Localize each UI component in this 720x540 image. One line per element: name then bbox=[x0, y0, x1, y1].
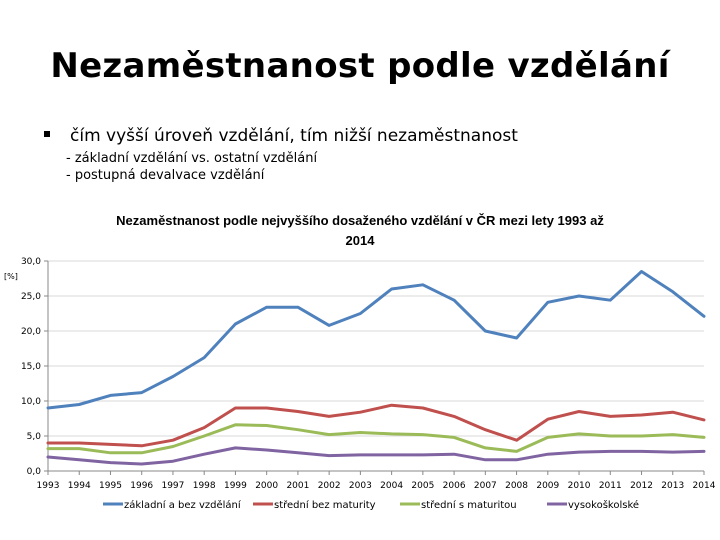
x-tick-label: 2004 bbox=[380, 481, 403, 491]
series-line-3 bbox=[46, 423, 706, 455]
x-tick-label: 2001 bbox=[286, 481, 309, 491]
sub-point-1: - základní vzdělání vs. ostatní vzdělání bbox=[66, 151, 318, 166]
x-tick-label: 2007 bbox=[474, 481, 497, 491]
x-tick-label: 1995 bbox=[99, 481, 122, 491]
x-tick-label: 2002 bbox=[318, 481, 341, 491]
y-axis-unit: [%] bbox=[4, 272, 18, 281]
bullet-marker bbox=[44, 131, 50, 137]
x-tick-label: 2006 bbox=[443, 481, 466, 491]
legend-label-2: střední bez maturity bbox=[274, 499, 376, 511]
y-tick-label: 15,0 bbox=[21, 362, 41, 372]
x-tick-label: 2009 bbox=[536, 481, 559, 491]
x-tick-label: 1997 bbox=[161, 481, 184, 491]
legend: základní a bez vzdělání střední bez matur… bbox=[103, 499, 639, 511]
x-tick-label: 1993 bbox=[37, 481, 60, 491]
x-tick-label: 1996 bbox=[130, 481, 153, 491]
legend-label-1: základní a bez vzdělání bbox=[124, 499, 242, 511]
series-line-4 bbox=[46, 446, 706, 466]
chart-title-line-2: 2014 bbox=[345, 233, 375, 248]
x-tick-label: 1999 bbox=[224, 481, 247, 491]
x-tick-label: 2010 bbox=[568, 481, 591, 491]
x-axis-ticks: 1993 1994 1995 1996 1997 1998 1999 2000 2001 2002… bbox=[37, 481, 716, 491]
y-tick-label: 25,0 bbox=[21, 292, 41, 302]
y-tick-label: 20,0 bbox=[21, 327, 41, 337]
sub-point-2: - postupná devalvace vzdělání bbox=[66, 168, 265, 183]
x-tick-label: 2005 bbox=[411, 481, 434, 491]
x-tick-label: 2014 bbox=[693, 481, 716, 491]
series-lines bbox=[46, 270, 706, 466]
legend-label-3: střední s maturitou bbox=[421, 499, 517, 511]
bullet-text: čím vyšší úroveň vzdělání, tím nižší nez… bbox=[70, 126, 518, 146]
x-tick-label: 2003 bbox=[349, 481, 372, 491]
axes bbox=[44, 260, 705, 475]
chart-title-line-1: Nezaměstnanost podle nejvyššího dosažené… bbox=[116, 213, 604, 228]
slide-title: Nezaměstnanost podle vzdělání bbox=[50, 46, 670, 86]
y-tick-label: 30,0 bbox=[21, 257, 41, 267]
y-tick-label: 10,0 bbox=[21, 397, 41, 407]
y-tick-label: 0,0 bbox=[27, 467, 42, 477]
x-tick-label: 2008 bbox=[505, 481, 528, 491]
x-tick-label: 1994 bbox=[68, 481, 91, 491]
x-tick-label: 2013 bbox=[661, 481, 684, 491]
x-tick-label: 1998 bbox=[193, 481, 216, 491]
bullet-item: čím vyšší úroveň vzdělání, tím nižší nez… bbox=[44, 126, 518, 146]
y-axis-ticks: 0,0 5,0 10,0 15,0 20,0 25,0 30,0 bbox=[21, 257, 41, 477]
legend-label-4: vysokoškolské bbox=[568, 499, 639, 511]
y-tick-label: 5,0 bbox=[27, 432, 42, 442]
x-tick-label: 2012 bbox=[630, 481, 653, 491]
series-line-1 bbox=[46, 270, 706, 410]
x-tick-label: 2011 bbox=[599, 481, 622, 491]
series-line-2 bbox=[46, 403, 706, 448]
chart-title: Nezaměstnanost podle nejvyššího dosažené… bbox=[40, 211, 680, 251]
x-tick-label: 2000 bbox=[255, 481, 278, 491]
